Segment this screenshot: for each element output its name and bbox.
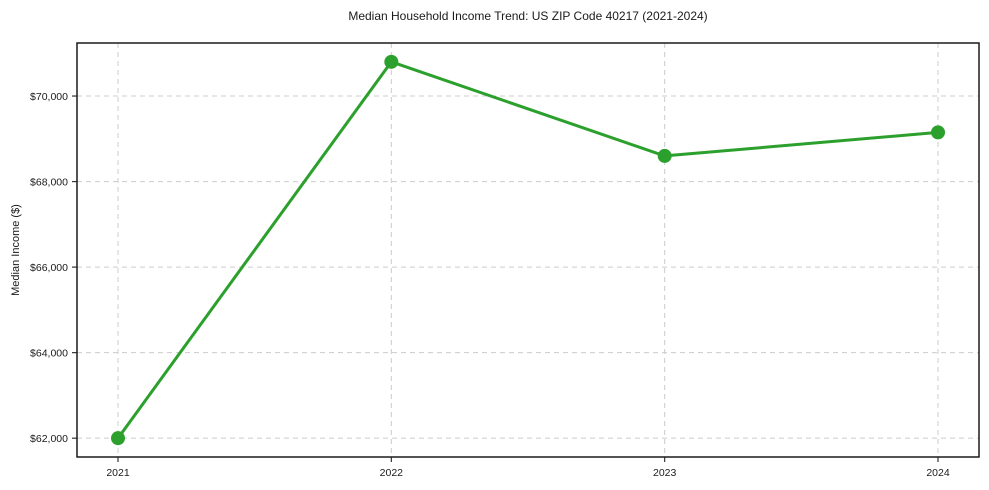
data-point-2024 bbox=[931, 125, 945, 140]
data-point-2022 bbox=[384, 54, 399, 69]
y-tick-label: $64,000 bbox=[30, 348, 68, 360]
x-tick-label: 2023 bbox=[653, 467, 677, 479]
y-tick-label: $70,000 bbox=[30, 91, 68, 103]
y-tick-label: $68,000 bbox=[30, 177, 68, 189]
x-tick-label: 2022 bbox=[380, 467, 404, 479]
data-point-2023 bbox=[657, 148, 672, 163]
data-point-2021 bbox=[111, 431, 125, 446]
plot-border bbox=[76, 42, 980, 458]
chart-title: Median Household Income Trend: US ZIP Co… bbox=[348, 9, 708, 23]
y-tick-label: $62,000 bbox=[30, 433, 68, 445]
x-tick-label: 2021 bbox=[106, 467, 130, 479]
x-tick-label: 2024 bbox=[926, 467, 950, 479]
y-tick-label: $66,000 bbox=[30, 262, 68, 274]
trend-line bbox=[116, 60, 940, 440]
